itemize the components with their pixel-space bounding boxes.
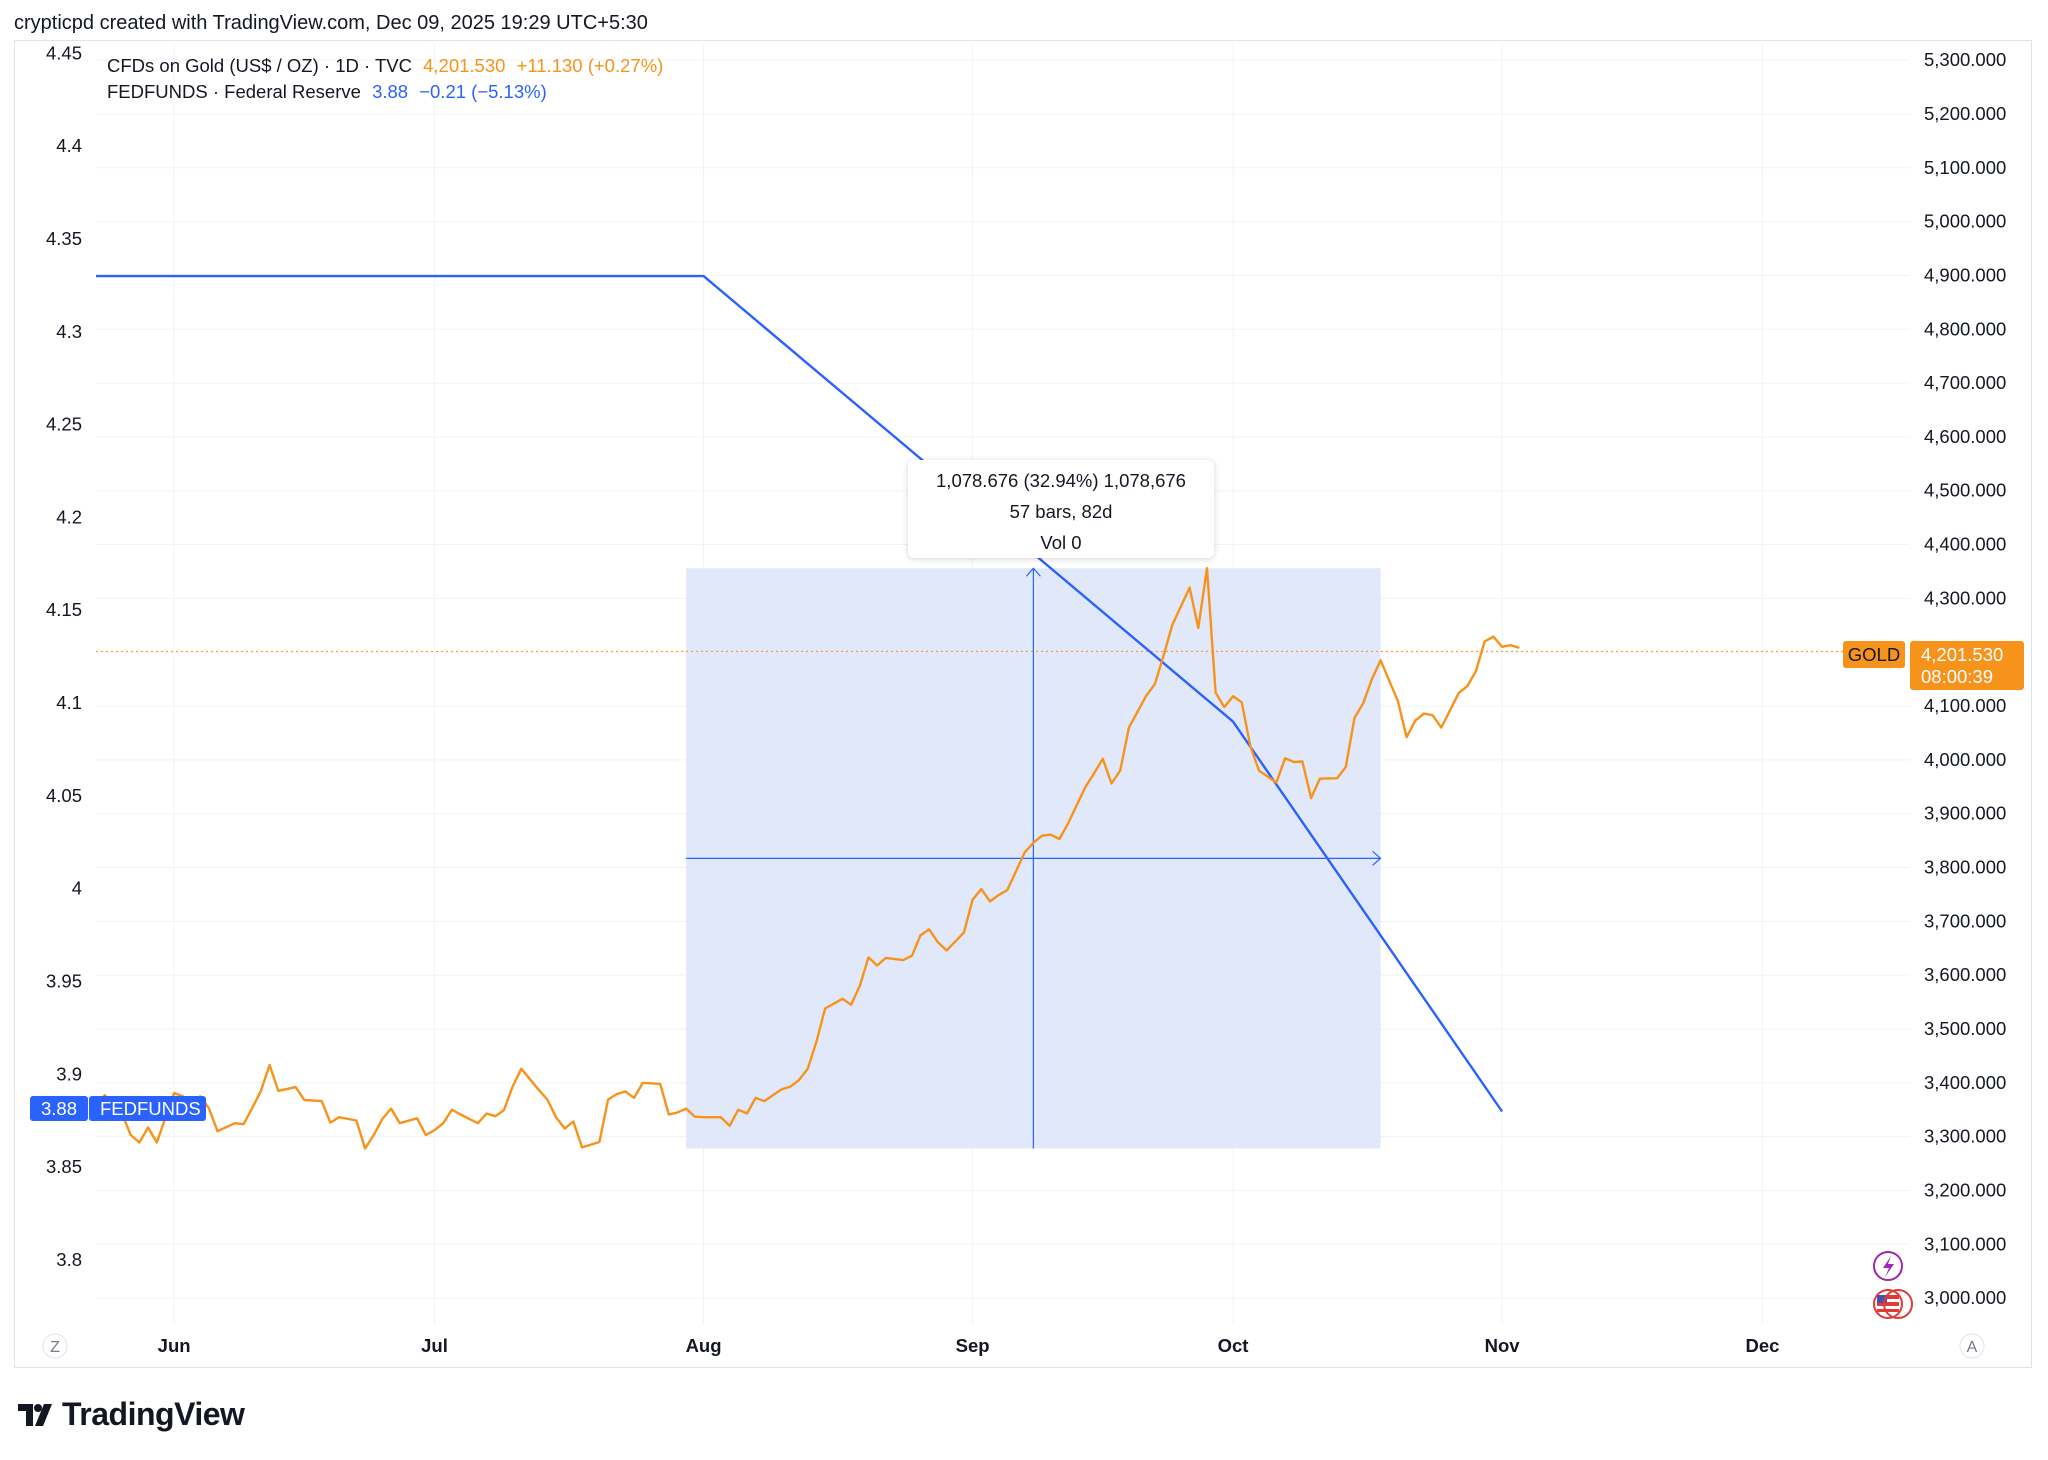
right-axis-tick: 3,900.000 — [1924, 803, 2006, 824]
svg-text:A: A — [1967, 1339, 1978, 1356]
fedfunds-legend-price: 3.88 — [372, 81, 409, 102]
time-axis[interactable]: Jun Jul Aug Sep Oct Nov Dec — [158, 1335, 1780, 1356]
gold-tag-name: GOLD — [1848, 644, 1900, 665]
left-price-axis[interactable]: 4.45 4.4 4.35 4.3 4.25 4.2 4.15 4.1 4.05 4 3.95 3.9… — [46, 42, 82, 1270]
left-axis-tick: 4.15 — [46, 599, 82, 620]
auto-scale-right-button[interactable]: A — [1959, 1333, 1985, 1359]
right-axis-tick: 3,500.000 — [1924, 1018, 2006, 1039]
right-axis-tick: 4,500.000 — [1924, 480, 2006, 501]
measure-up-arrow — [1025, 567, 1041, 577]
left-axis-tick: 4 — [72, 878, 82, 899]
left-axis-tick: 3.8 — [56, 1249, 82, 1270]
left-axis-tick: 3.95 — [46, 971, 82, 992]
right-axis-tick: 3,200.000 — [1924, 1179, 2006, 1200]
right-axis-tick: 3,000.000 — [1924, 1287, 2006, 1308]
gold-tag-value: 4,201.530 — [1921, 644, 2003, 665]
left-axis-tick: 4.35 — [46, 228, 82, 249]
chart-frame[interactable] — [14, 40, 2032, 1368]
fedfunds-legend-symbol: FEDFUNDS · Federal Reserve — [107, 81, 361, 102]
measure-right-arrow — [1372, 850, 1382, 866]
tradingview-logo[interactable]: TradingView — [18, 1396, 245, 1433]
left-axis-tick: 4.25 — [46, 414, 82, 435]
tradingview-logo-text: TradingView — [62, 1396, 245, 1432]
gold-legend-symbol: CFDs on Gold (US$ / OZ) · 1D · TVC — [107, 55, 412, 76]
left-axis-tick: 4.2 — [56, 506, 82, 527]
right-axis-tick: 4,100.000 — [1924, 695, 2006, 716]
chart-attribution: crypticpd created with TradingView.com, … — [14, 12, 648, 34]
time-axis-label: Jun — [158, 1335, 191, 1356]
gold-legend-price: 4,201.530 — [423, 55, 506, 76]
right-axis-tick: 5,100.000 — [1924, 157, 2006, 178]
right-axis-tick: 3,300.000 — [1924, 1126, 2006, 1147]
right-axis-tick: 4,700.000 — [1924, 372, 2006, 393]
time-axis-label: Aug — [686, 1335, 722, 1356]
right-axis-tick: 4,400.000 — [1924, 534, 2006, 555]
svg-text:Z: Z — [50, 1339, 60, 1356]
auto-scale-left-button[interactable]: Z — [42, 1333, 68, 1359]
time-axis-label: Dec — [1745, 1335, 1779, 1356]
gold-tag-countdown: 08:00:39 — [1921, 666, 1993, 687]
right-axis-tick: 5,200.000 — [1924, 103, 2006, 124]
right-axis-tick: 3,400.000 — [1924, 1072, 2006, 1093]
time-axis-label: Oct — [1218, 1335, 1249, 1356]
gold-price-tag[interactable]: GOLD 4,201.530 08:00:39 — [1843, 641, 2024, 690]
fedfunds-legend[interactable]: FEDFUNDS · Federal Reserve 3.88 −0.21 (−… — [107, 81, 553, 103]
right-axis-tick: 4,000.000 — [1924, 749, 2006, 770]
us-flag-event-icon[interactable] — [1873, 1289, 1913, 1319]
left-axis-tick: 3.9 — [56, 1063, 82, 1084]
gold-series-line[interactable] — [95, 567, 1520, 1150]
left-axis-tick: 4.05 — [46, 785, 82, 806]
tradingview-logo-icon — [18, 1403, 52, 1426]
right-axis-tick: 4,900.000 — [1924, 264, 2006, 285]
measure-tooltip-bars: 57 bars, 82d — [1009, 501, 1113, 522]
left-axis-tick: 4.3 — [56, 321, 82, 342]
measure-tooltip-volume: Vol 0 — [1040, 532, 1082, 553]
right-axis-tick: 5,000.000 — [1924, 211, 2006, 232]
measure-tooltip-change: 1,078.676 (32.94%) 1,078,676 — [936, 470, 1186, 491]
left-axis-tick: 4.45 — [46, 42, 82, 63]
left-axis-tick: 4.1 — [56, 692, 82, 713]
gold-legend-change: +11.130 (+0.27%) — [516, 55, 664, 76]
right-axis-tick: 5,300.000 — [1924, 49, 2006, 70]
right-axis-tick: 4,800.000 — [1924, 318, 2006, 339]
fedfunds-price-tag[interactable]: 3.88 FEDFUNDS — [30, 1096, 206, 1121]
right-axis-tick: 3,700.000 — [1924, 910, 2006, 931]
left-axis-tick: 3.85 — [46, 1156, 82, 1177]
fedfunds-tag-value: 3.88 — [41, 1098, 77, 1119]
right-price-axis[interactable]: 5,300.000 5,200.000 5,100.000 5,000.000 4,90… — [1924, 49, 2006, 1308]
time-axis-label: Sep — [956, 1335, 990, 1356]
time-axis-label: Jul — [421, 1335, 448, 1356]
measure-tooltip: 1,078.676 (32.94%) 1,078,676 57 bars, 82… — [908, 460, 1214, 558]
fedfunds-legend-change: −0.21 (−5.13%) — [419, 81, 547, 102]
right-axis-tick: 3,800.000 — [1924, 857, 2006, 878]
fedfunds-tag-name: FEDFUNDS — [100, 1098, 201, 1119]
right-axis-tick: 3,600.000 — [1924, 964, 2006, 985]
left-axis-tick: 4.4 — [56, 135, 82, 156]
right-axis-tick: 4,600.000 — [1924, 426, 2006, 447]
lightning-event-icon[interactable] — [1873, 1251, 1903, 1281]
gold-legend[interactable]: CFDs on Gold (US$ / OZ) · 1D · TVC 4,201… — [107, 55, 669, 77]
right-axis-tick: 4,300.000 — [1924, 587, 2006, 608]
time-axis-label: Nov — [1485, 1335, 1521, 1356]
right-axis-tick: 3,100.000 — [1924, 1233, 2006, 1254]
